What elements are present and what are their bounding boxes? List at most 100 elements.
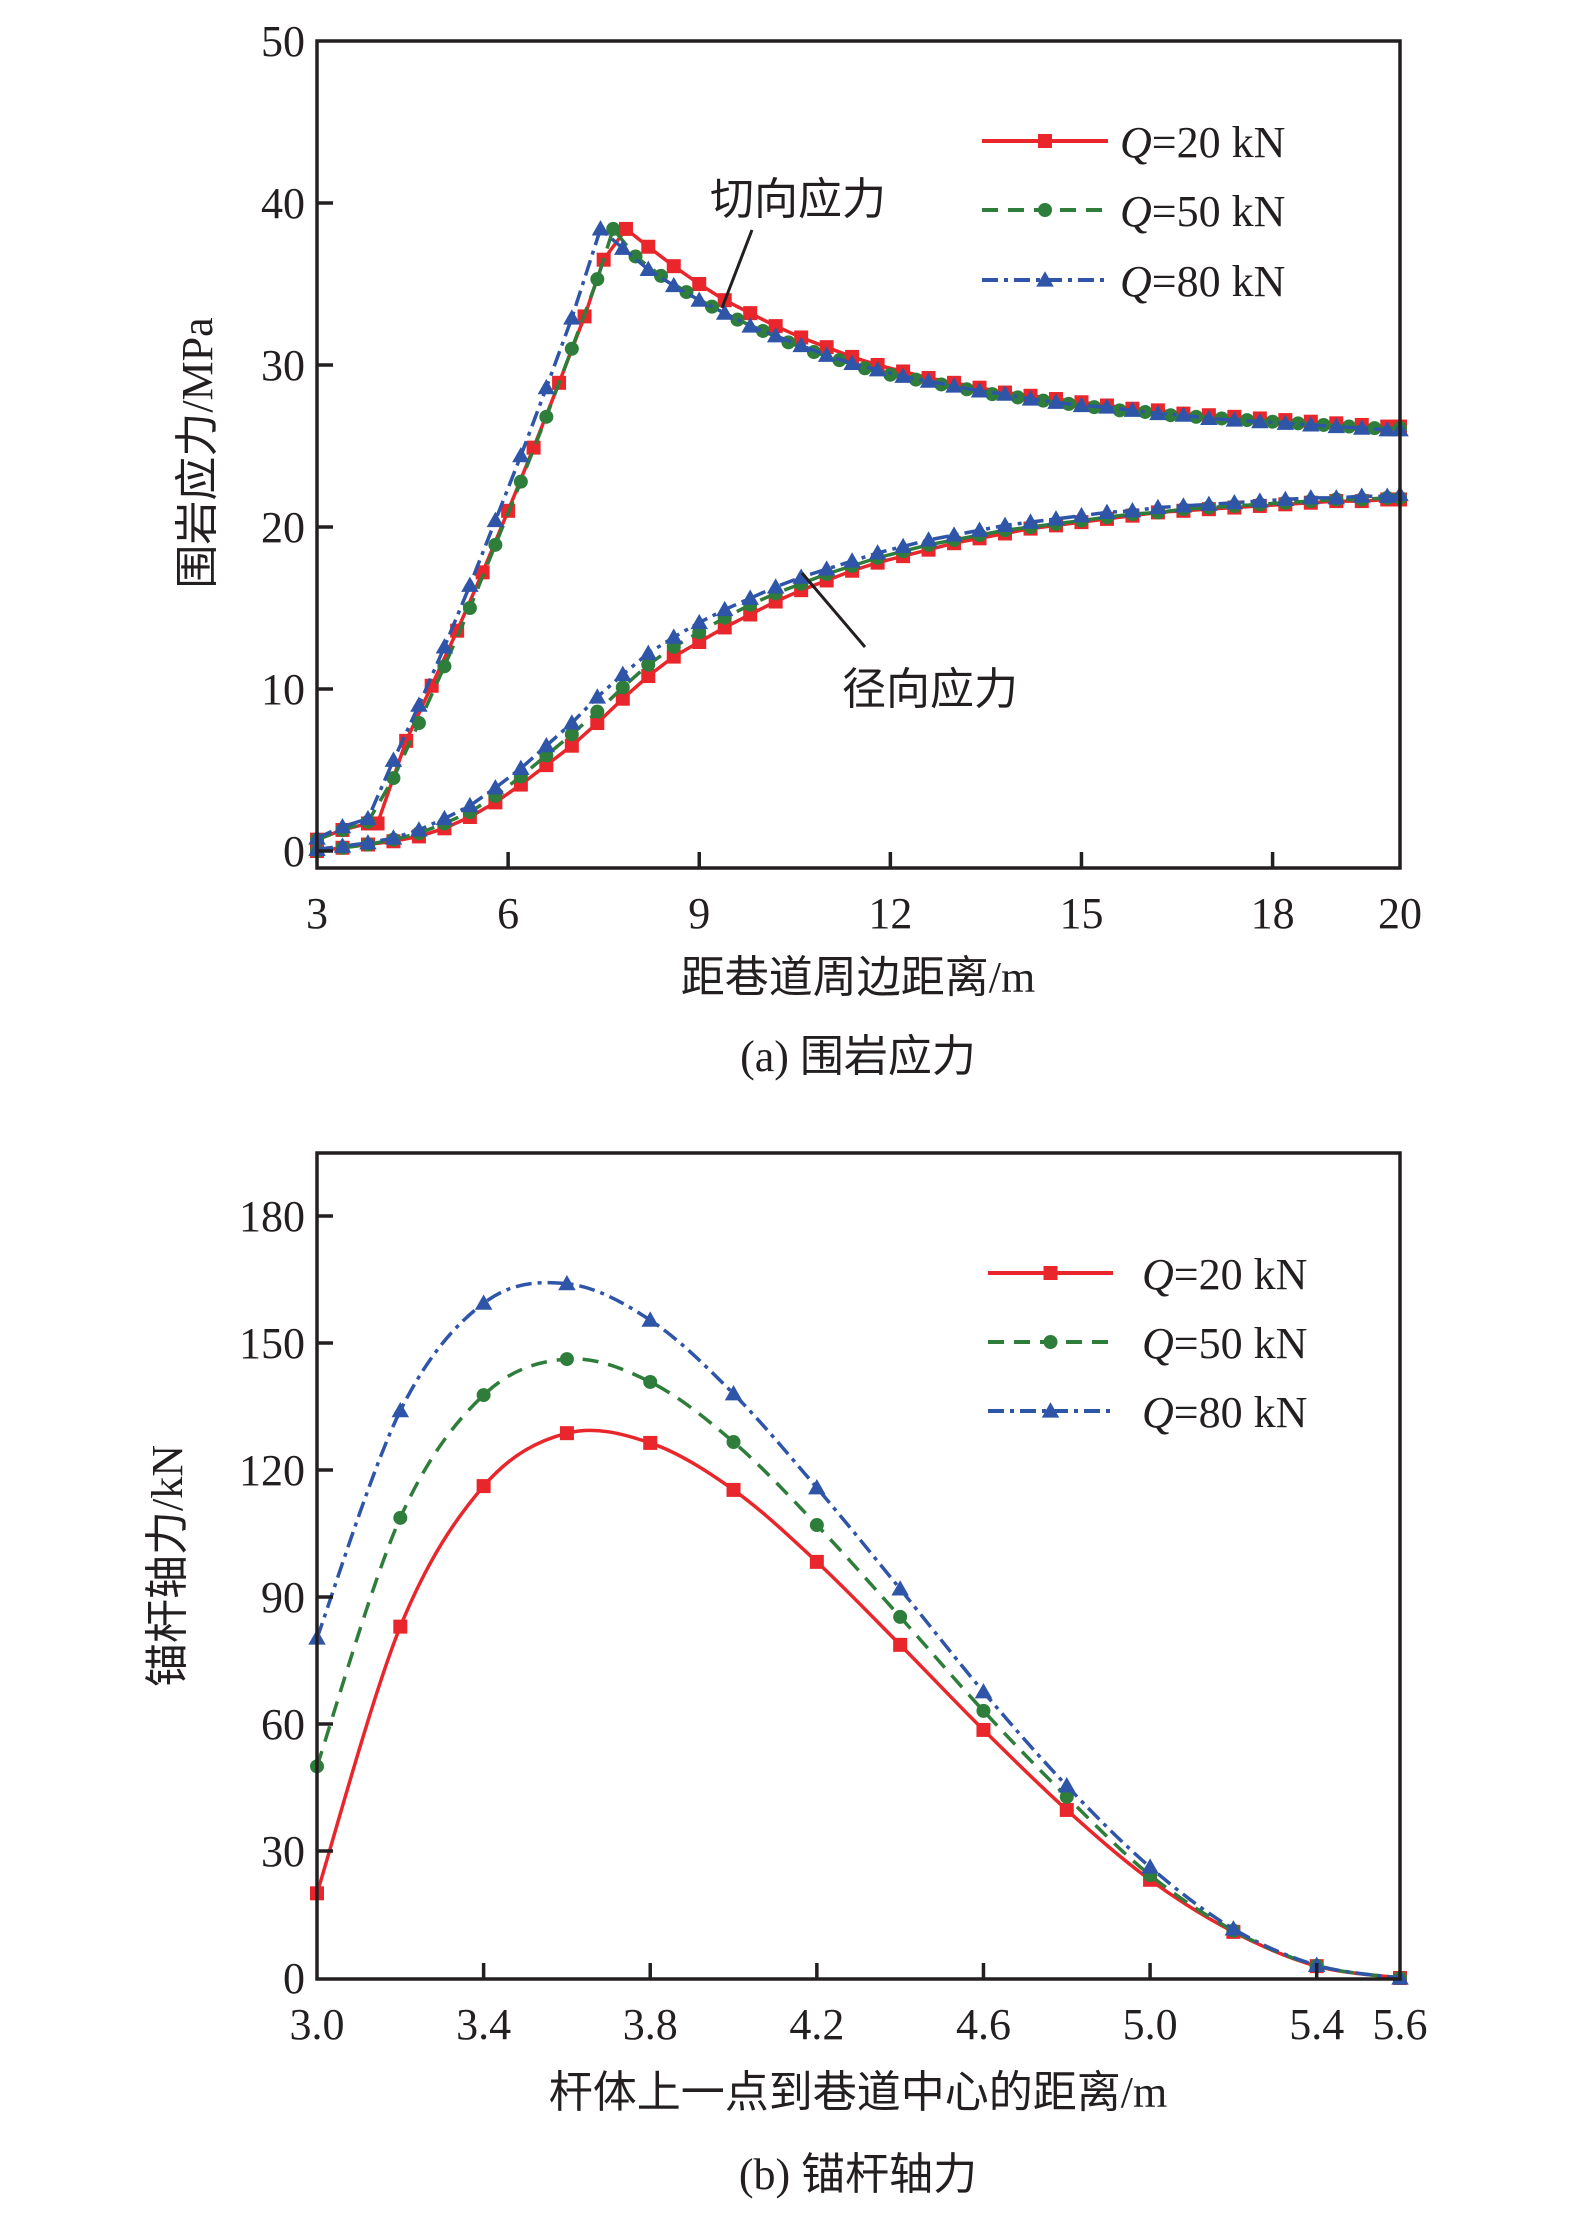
panel-b-y-axis-title: 锚杆轴力/kN [143,1445,192,1687]
data-point [393,1510,408,1525]
data-point [1174,406,1193,422]
y-tick-label: 10 [261,665,305,714]
data-point [945,526,963,542]
series-q50kn-force [310,1352,1407,1985]
data-point [559,1352,574,1367]
data-point [976,1722,991,1737]
data-point [894,537,912,554]
data-point [1098,503,1116,519]
legend-marker-circle-icon [1038,203,1052,217]
data-point [893,1637,908,1652]
series-q80kn-radial [308,485,1409,856]
data-point [590,716,605,731]
data-point [641,669,656,684]
data-point [564,341,579,356]
radial-stress-annotation: 径向应力 [842,665,1018,714]
data-point [741,317,759,333]
data-point [792,568,810,584]
data-point [843,552,861,568]
data-point [1174,497,1193,513]
data-point [976,1703,991,1718]
panel-b-bolt-axial-force: 3.0 3.4 3.8 4.2 4.6 5.0 5.4 5.6 0 30 60 90 120 150 180… [143,1151,1428,2199]
data-point [665,628,683,644]
y-tick-label: 60 [261,1700,305,1749]
data-point [1058,1777,1076,1793]
data-point [715,304,734,320]
radial-annotation-leader [800,572,867,648]
data-point [1047,510,1065,526]
data-point [641,1311,659,1327]
series-q80kn-force [308,1274,1409,1985]
data-point [588,688,607,704]
data-point [614,239,632,255]
data-point [1251,412,1269,429]
data-point [615,691,630,706]
data-point [808,1479,826,1495]
data-point [893,1609,908,1624]
x-tick-label: 9 [688,889,710,938]
y-tick-label: 30 [261,1827,305,1876]
data-point [894,367,912,383]
data-point [817,346,836,362]
data-point [333,837,352,853]
data-point [690,291,708,307]
data-point [1265,414,1280,429]
data-point [474,1294,493,1310]
legend-label: Q=50 kN [1142,1319,1307,1368]
x-tick-label: 3 [306,889,328,938]
x-tick-label: 5.0 [1123,2000,1178,2049]
data-point [726,1435,741,1450]
series-q80kn-tangential [308,220,1409,845]
data-point [945,377,963,393]
data-point [741,589,759,605]
data-point [1123,401,1142,417]
data-point [1225,493,1244,510]
legend-marker-circle-icon [1043,1335,1058,1349]
data-point [1378,487,1397,503]
data-point [717,620,732,635]
data-point [1302,489,1320,505]
panel-b-series-layer [308,1274,1409,1985]
data-point [461,796,479,813]
data-point [743,607,758,622]
data-point [724,1385,743,1401]
data-point [486,779,505,795]
data-point [1138,404,1153,419]
data-point [1149,404,1167,421]
series-line [316,227,1400,840]
series-q20kn-force [310,1426,1407,1985]
legend-marker-triangle-icon [1041,1402,1060,1418]
data-point [768,319,783,334]
data-point [690,613,708,630]
y-tick-label: 0 [283,1954,305,2003]
panel-a-plot-frame [315,39,1402,870]
data-point [970,521,989,537]
data-point [410,821,428,837]
x-tick-label: 6 [497,889,519,938]
data-point [1021,390,1040,406]
panel-a-x-axis-title: 距巷道周边距离/m [681,953,1035,1002]
data-point [1224,1920,1243,1936]
legend-label: Q=20 kN [1120,118,1285,167]
series-line [315,1280,1401,1980]
data-point [411,716,426,731]
data-point [1291,416,1306,431]
series-line [316,227,1400,842]
data-point [1163,408,1178,423]
data-point [843,354,861,370]
tangential-annotation-leader [720,229,754,309]
data-point [1047,393,1065,409]
data-point [891,1580,909,1596]
data-point [666,649,681,664]
data-point [1072,396,1091,413]
data-point [1353,487,1371,503]
y-tick-label: 150 [239,1319,305,1368]
data-point [639,260,658,276]
data-point [1098,398,1116,414]
data-point [1302,416,1320,432]
data-point [809,1554,824,1569]
data-point [1036,393,1051,408]
data-point [1353,419,1371,435]
panel-a-ticks: 3 6 9 12 15 18 20 0 10 20 30 40 50 [261,17,1422,938]
data-point [1059,1789,1074,1804]
